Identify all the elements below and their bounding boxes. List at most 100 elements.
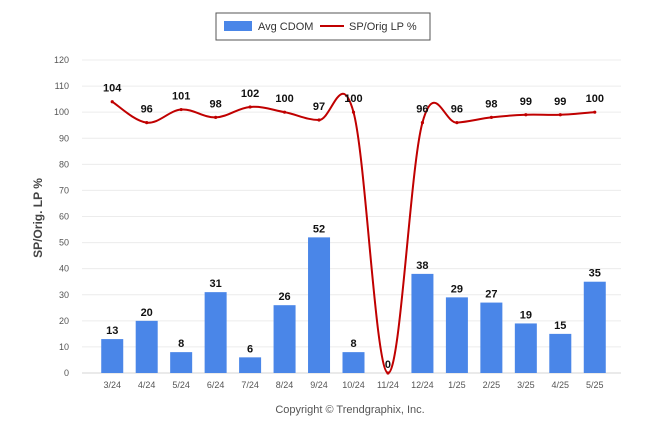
bar-value-label: 8 <box>350 338 356 350</box>
legend-label-avg-cdom: Avg CDOM <box>258 21 313 33</box>
line-point <box>282 110 287 114</box>
line-value-label: 98 <box>210 98 222 110</box>
x-tick-label: 5/24 <box>172 380 190 390</box>
gridlines <box>82 59 621 348</box>
line-point <box>524 113 528 117</box>
bar <box>239 357 262 373</box>
bar <box>273 305 296 373</box>
bar-value-label: 6 <box>247 343 253 355</box>
line-point <box>351 110 356 114</box>
y-tick-label: 80 <box>59 159 69 169</box>
y-tick-label: 30 <box>59 290 69 300</box>
bar <box>308 237 331 373</box>
bar <box>204 292 227 373</box>
bar <box>514 323 537 373</box>
bar-data-labels: 13 20 8 31 6 26 52 8 0 38 29 27 19 15 35 <box>106 223 601 371</box>
bars-avg-cdom <box>101 237 606 373</box>
line-point <box>214 115 218 119</box>
line-point <box>455 121 459 125</box>
line-point <box>179 107 183 112</box>
bar <box>135 320 158 373</box>
y-tick-label: 0 <box>64 368 69 378</box>
line-value-label: 102 <box>241 88 259 100</box>
bar-value-label: 15 <box>554 320 566 332</box>
line-point <box>489 115 493 119</box>
x-tick-label: 7/24 <box>241 380 259 390</box>
x-tick-label: 4/24 <box>138 380 156 390</box>
bar-value-label: 38 <box>416 260 428 272</box>
line-point <box>420 121 425 125</box>
bar-value-label: 0 <box>385 359 391 371</box>
line-value-label: 104 <box>103 83 122 95</box>
x-tick-label: 5/25 <box>586 380 604 390</box>
y-tick-label: 60 <box>59 212 69 222</box>
bar <box>170 352 193 373</box>
x-tick-label: 10/24 <box>342 380 365 390</box>
line-point <box>248 105 252 109</box>
bar-value-label: 35 <box>589 268 601 280</box>
line-data-labels: 104 96 101 98 102 100 97 100 96 96 98 99 99 100 <box>103 83 604 116</box>
x-tick-label: 3/24 <box>103 380 121 390</box>
line-point <box>317 118 321 122</box>
bar <box>342 352 365 373</box>
line-value-label: 96 <box>141 104 153 116</box>
y-tick-label: 20 <box>59 316 69 326</box>
y-tick-label: 90 <box>59 133 69 143</box>
bar <box>411 273 434 373</box>
line-point <box>386 371 390 375</box>
y-axis-ticks: 0 10 20 30 40 50 60 70 80 90 100 110 120 <box>54 55 69 378</box>
bar-value-label: 26 <box>278 291 290 303</box>
y-tick-label: 100 <box>54 107 69 117</box>
y-tick-label: 40 <box>59 264 69 274</box>
bar-value-label: 20 <box>141 307 153 319</box>
bar-value-label: 52 <box>313 223 325 235</box>
x-tick-label: 3/25 <box>517 380 535 390</box>
line-value-label: 101 <box>172 91 190 103</box>
line-value-label: 96 <box>451 104 463 116</box>
y-tick-label: 50 <box>59 238 69 248</box>
legend: Avg CDOM SP/Orig LP % <box>215 12 431 41</box>
x-tick-label: 8/24 <box>276 380 294 390</box>
legend-label-sp-orig-lp: SP/Orig LP % <box>349 21 417 33</box>
line-value-label: 96 <box>416 104 428 116</box>
legend-swatch-avg-cdom <box>224 21 252 31</box>
line-sp-orig-lp <box>110 92 597 375</box>
x-tick-label: 9/24 <box>310 380 328 390</box>
copyright-text: Copyright © Trendgraphix, Inc. <box>275 404 424 416</box>
x-tick-label: 12/24 <box>411 380 434 390</box>
x-tick-label: 11/24 <box>377 380 399 390</box>
bar <box>445 297 468 373</box>
bar-value-label: 8 <box>178 338 184 350</box>
y-tick-label: 10 <box>59 342 69 352</box>
bar-value-label: 13 <box>106 325 118 337</box>
line-value-label: 100 <box>586 93 604 105</box>
x-tick-label: 6/24 <box>207 380 225 390</box>
bar <box>101 339 124 373</box>
line-point <box>593 110 597 114</box>
line-value-label: 98 <box>485 98 497 110</box>
line-point <box>110 100 114 104</box>
y-tick-label: 110 <box>55 81 69 91</box>
y-tick-label: 120 <box>54 55 69 65</box>
x-axis-ticks: 3/24 4/24 5/24 6/24 7/24 8/24 9/24 10/24 11/24 12… <box>103 380 603 390</box>
y-tick-label: 70 <box>59 185 69 195</box>
bar-value-label: 27 <box>485 289 497 301</box>
bar <box>480 302 503 373</box>
line-value-label: 99 <box>520 96 532 108</box>
x-tick-label: 2/25 <box>483 380 501 390</box>
bar-value-label: 31 <box>210 278 222 290</box>
line-value-label: 100 <box>344 93 362 105</box>
bar-value-label: 29 <box>451 283 463 295</box>
line-point <box>558 113 562 117</box>
x-tick-label: 1/25 <box>448 380 466 390</box>
line-value-label: 97 <box>313 101 325 113</box>
line-value-label: 99 <box>554 96 566 108</box>
y-axis-label: SP/Orig. LP % <box>31 178 45 258</box>
line-value-label: 100 <box>275 93 293 105</box>
bar-value-label: 19 <box>520 309 532 321</box>
bar <box>583 281 606 373</box>
x-tick-label: 4/25 <box>552 380 570 390</box>
line-point <box>145 121 149 125</box>
line-path <box>111 92 595 375</box>
